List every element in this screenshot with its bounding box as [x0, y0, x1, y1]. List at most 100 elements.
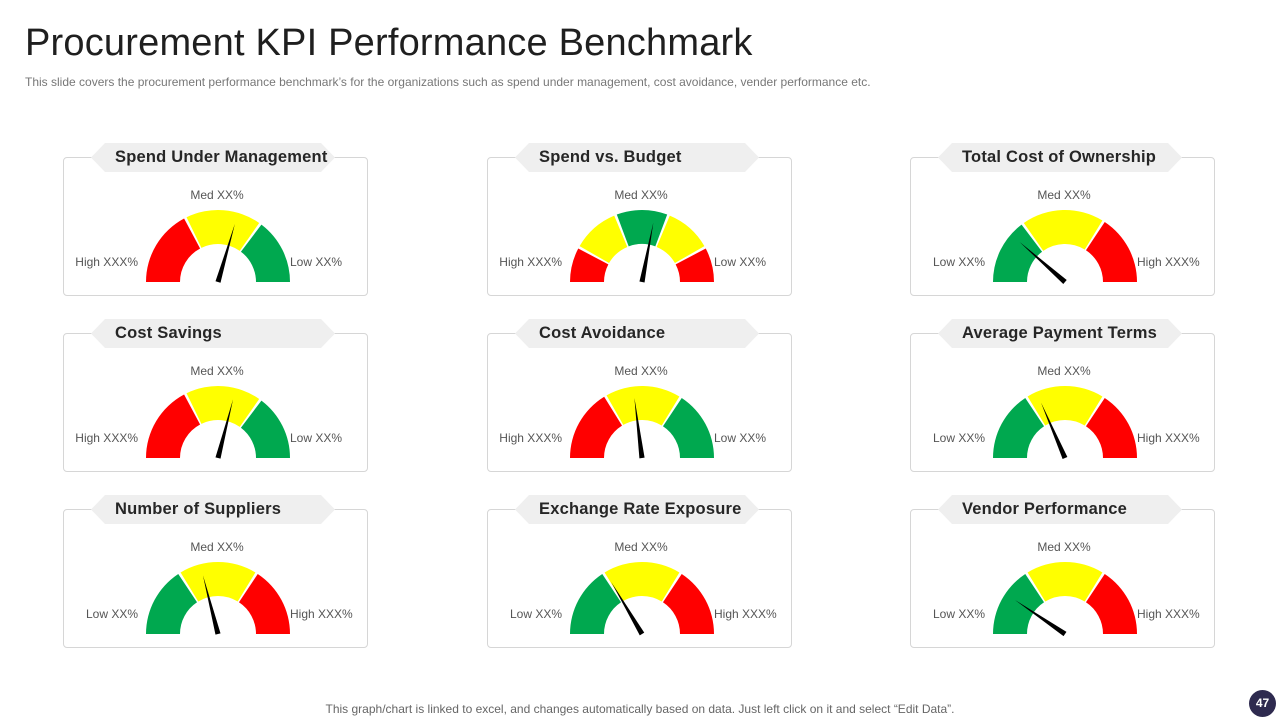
gauge-needle [215, 223, 235, 283]
gauge-title-banner [938, 319, 1182, 348]
gauge-chart [146, 386, 290, 459]
gauge-segment-yellow [579, 215, 628, 264]
gauge-segment-green [240, 400, 290, 458]
gauge-title: Spend vs. Budget [539, 148, 682, 166]
gauge-label-left: Low XX% [509, 607, 562, 621]
page-subtitle: This slide covers the procurement perfor… [25, 75, 871, 89]
gauge-card[interactable]: Total Cost of Ownership Med XX% Low XX% … [910, 138, 1217, 296]
gauge-segment-green [662, 397, 714, 458]
gauge-label-right: Low XX% [714, 431, 767, 445]
gauge-label-left: High XXX% [499, 255, 562, 269]
gauge-label-med: Med XX% [190, 188, 244, 202]
gauge-label-med: Med XX% [614, 540, 668, 554]
gauge-label-left: High XXX% [499, 431, 562, 445]
gauge-title: Total Cost of Ownership [962, 148, 1157, 166]
gauge-segment-red [570, 396, 623, 458]
gauge-label-left: High XXX% [75, 431, 138, 445]
gauge-label-right: High XXX% [1137, 255, 1200, 269]
gauge-label-med: Med XX% [1037, 188, 1091, 202]
gauge-card[interactable]: Cost Savings Med XX% High XXX% Low XX% [63, 314, 370, 472]
footer-note: This graph/chart is linked to excel, and… [325, 702, 955, 716]
gauge-segment-green [993, 397, 1045, 458]
gauge-segment-green [146, 573, 198, 634]
gauge-segment-yellow [604, 562, 680, 602]
gauge-label-med: Med XX% [1037, 540, 1091, 554]
gauge-label-left: Low XX% [85, 607, 138, 621]
gauge-segment-red [238, 573, 290, 634]
gauge-grid: Spend Under Management Med XX% High XXX%… [63, 138, 1218, 650]
gauge-needle [202, 575, 221, 635]
gauge-title: Number of Suppliers [115, 500, 282, 518]
gauge-needle [215, 399, 234, 459]
gauge-chart [146, 210, 290, 283]
gauge-needle [611, 581, 645, 636]
gauge-segment-red [675, 248, 714, 282]
gauge-title-banner [938, 495, 1182, 524]
gauge-label-right: Low XX% [290, 255, 343, 269]
page-number-badge: 47 [1249, 690, 1276, 717]
gauge-label-right: Low XX% [714, 255, 767, 269]
gauge-title: Average Payment Terms [962, 324, 1157, 342]
gauge-segment-red [570, 248, 609, 282]
gauge-label-right: High XXX% [1137, 607, 1200, 621]
gauge-label-right: High XXX% [714, 607, 777, 621]
gauge-chart [570, 386, 714, 459]
gauge-label-med: Med XX% [614, 364, 668, 378]
gauge-segment-yellow [186, 386, 260, 427]
gauge-card[interactable]: Number of Suppliers Med XX% Low XX% High… [63, 490, 370, 648]
gauge-needle [639, 222, 654, 283]
gauge-title-banner [515, 319, 759, 348]
gauge-label-left: Low XX% [932, 255, 985, 269]
gauge-segment-green [993, 573, 1045, 634]
gauge-segment-yellow [180, 562, 256, 602]
gauge-needle [634, 397, 645, 459]
gauge-chart [570, 210, 714, 283]
gauge-label-med: Med XX% [614, 188, 668, 202]
gauge-segment-red [146, 394, 201, 458]
gauge-card[interactable]: Cost Avoidance Med XX% High XXX% Low XX% [487, 314, 794, 472]
gauge-label-left: High XXX% [75, 255, 138, 269]
gauge-label-right: High XXX% [1137, 431, 1200, 445]
gauge-segment-red [1085, 573, 1137, 634]
gauge-segment-red [1085, 397, 1137, 458]
gauge-segment-yellow [186, 210, 260, 251]
gauge-label-med: Med XX% [1037, 364, 1091, 378]
gauge-segment-red [146, 218, 201, 282]
gauge-chart [146, 562, 290, 635]
gauge-segment-yellow [656, 215, 705, 264]
gauge-label-med: Med XX% [190, 540, 244, 554]
gauge-title: Spend Under Management [115, 148, 328, 166]
gauge-label-left: Low XX% [932, 431, 985, 445]
gauge-title-banner [515, 143, 759, 172]
gauge-segment-red [1085, 221, 1137, 282]
gauge-card[interactable]: Vendor Performance Med XX% Low XX% High … [910, 490, 1217, 648]
gauge-label-right: Low XX% [290, 431, 343, 445]
gauge-title-banner [91, 143, 335, 172]
gauge-card[interactable]: Average Payment Terms Med XX% Low XX% Hi… [910, 314, 1217, 472]
gauge-segment-green [570, 573, 622, 634]
gauge-title-banner [91, 495, 335, 524]
gauge-label-left: Low XX% [932, 607, 985, 621]
gauge-card[interactable]: Spend vs. Budget Med XX% High XXX% Low X… [487, 138, 794, 296]
gauge-segment-yellow [606, 386, 680, 426]
gauge-segment-green [240, 224, 290, 282]
gauge-chart [570, 562, 714, 636]
gauge-segment-red [662, 573, 714, 634]
gauge-needle [1014, 600, 1067, 637]
gauge-title: Cost Avoidance [539, 324, 666, 342]
page-title: Procurement KPI Performance Benchmark [25, 22, 753, 64]
gauge-title: Vendor Performance [962, 500, 1127, 518]
gauge-title: Exchange Rate Exposure [539, 500, 742, 518]
gauge-segment-green [616, 210, 668, 247]
gauge-card[interactable]: Spend Under Management Med XX% High XXX%… [63, 138, 370, 296]
gauge-title-banner [515, 495, 759, 524]
gauge-chart [993, 386, 1137, 460]
gauge-title-banner [938, 143, 1182, 172]
gauge-title: Cost Savings [115, 324, 222, 342]
gauge-needle [1040, 402, 1068, 460]
gauge-card[interactable]: Exchange Rate Exposure Med XX% Low XX% H… [487, 490, 794, 648]
gauge-segment-green [993, 224, 1043, 282]
gauge-label-right: High XXX% [290, 607, 353, 621]
gauge-chart [993, 210, 1137, 284]
gauge-segment-yellow [1027, 562, 1103, 602]
